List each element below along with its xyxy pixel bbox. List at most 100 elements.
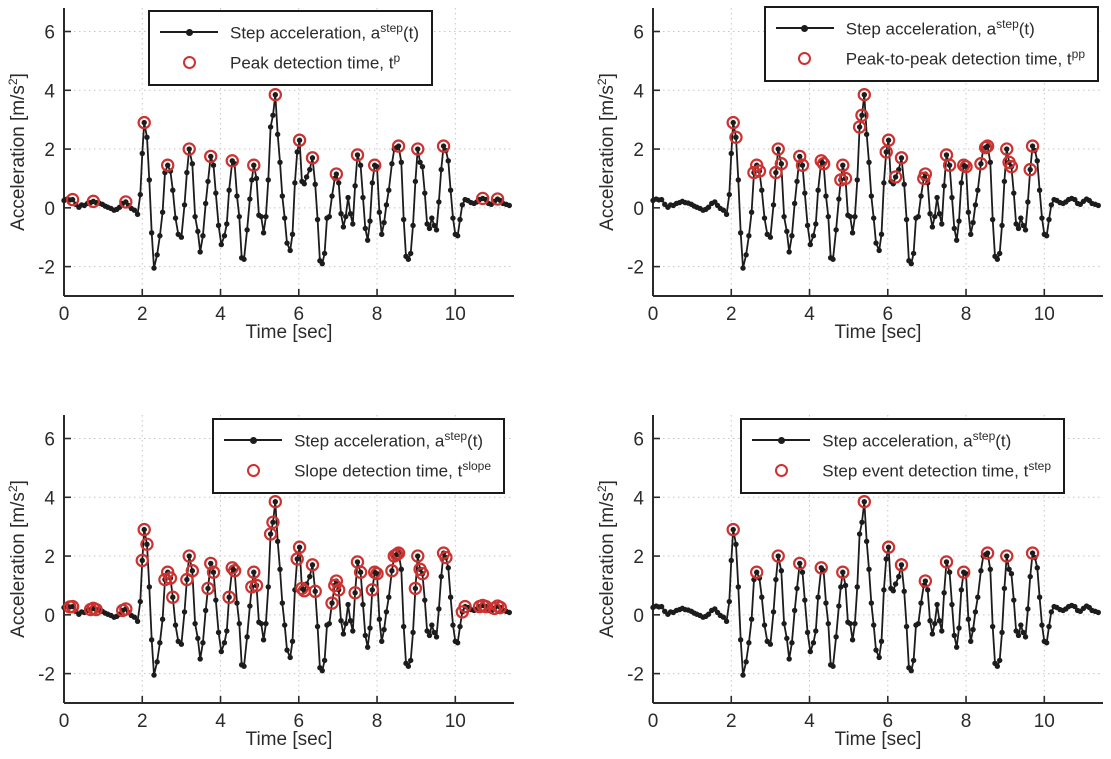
detection-circle	[163, 571, 178, 585]
x-tick-label: 6	[882, 711, 893, 732]
signal-sample-dot	[274, 538, 281, 545]
signal-sample-dot	[941, 590, 947, 596]
signal-sample-dot	[1039, 622, 1045, 628]
detection-circle	[980, 139, 995, 153]
y-tick-label: 4	[44, 488, 55, 509]
detection-circle	[204, 556, 218, 571]
signal-sample-dot	[289, 638, 296, 644]
y-tick-label: 6	[44, 23, 55, 44]
signal-sample-dot	[773, 169, 779, 176]
signal-sample-dot	[781, 620, 787, 627]
signal-sample-dot	[740, 265, 746, 271]
signal-sample-dot	[770, 202, 777, 208]
signal-sample-dot	[236, 213, 243, 220]
legend-item-signal: Step acceleration, astep(t)	[224, 425, 491, 455]
signal-sample-dot	[350, 221, 356, 227]
signal-sample-dot	[386, 187, 392, 193]
signal-sample-dot	[340, 224, 347, 230]
signal-sample-dot	[781, 213, 787, 220]
detection-circle	[726, 522, 740, 537]
detection-circle	[353, 565, 368, 579]
legend-label-detection: Peak detection time, tp	[230, 50, 401, 73]
signal-sample-dot	[357, 162, 364, 168]
detection-circle	[939, 555, 954, 569]
legend-label-signal: Step acceleration, astep(t)	[230, 20, 419, 43]
signal-sample-dot	[1095, 609, 1102, 616]
signal-sample-dot	[840, 569, 846, 575]
signal-sample-dot	[213, 190, 219, 196]
detection-circle	[305, 151, 320, 165]
signal-sample-dot	[815, 187, 821, 193]
detection-circle	[894, 151, 909, 165]
signal-sample-dot	[447, 187, 454, 193]
signal-sample-dot	[813, 628, 819, 634]
x-tick-label: 8	[372, 304, 383, 325]
signal-sample-dot	[770, 609, 777, 615]
detection-circle	[391, 546, 406, 560]
y-tick-label: 0	[44, 199, 55, 220]
signal-sample-dot	[1072, 196, 1078, 203]
signal-sample-dot	[287, 247, 293, 254]
detection-circle	[836, 158, 850, 172]
signal-sample-dot	[735, 584, 742, 590]
detection-circle	[325, 596, 339, 610]
detection-circle	[247, 565, 261, 579]
detection-circle	[838, 171, 853, 186]
detection-circle	[204, 149, 218, 164]
detection-circle	[729, 130, 743, 145]
y-tick-label: 2	[633, 140, 644, 161]
signal-sample-dot	[746, 640, 752, 646]
y-tick-label: -2	[627, 258, 644, 279]
signal-sample-dot	[870, 622, 877, 628]
signal-sample-dot	[263, 620, 269, 627]
panel-peak-to-peak-detection: 0 2 4 6 8 10 -2 0 2 4 6 Acceleration [m/s2] Time […	[555, 0, 1111, 380]
signal-sample-dot	[241, 256, 247, 262]
signal-sample-dot	[723, 211, 730, 218]
detection-circle	[814, 561, 828, 575]
signal-sample-dot	[881, 587, 887, 593]
signal-sample-dot	[389, 161, 395, 167]
signal-sample-dot	[737, 637, 744, 643]
detection-circle	[855, 108, 869, 122]
signal-sample-dot	[350, 628, 356, 634]
signal-sample-dot	[951, 225, 958, 232]
detection-circle	[249, 578, 264, 593]
detection-circle	[436, 139, 451, 153]
x-tick-label: 0	[648, 711, 659, 732]
signal-sample-dot	[426, 225, 433, 232]
detection-circle	[881, 540, 896, 554]
signal-sample-dot	[277, 159, 283, 165]
signal-sample-dot	[743, 252, 749, 258]
y-axis-label: Acceleration [m/s2]	[594, 73, 619, 231]
signal-sample-dot	[965, 616, 972, 622]
detection-circle	[268, 87, 283, 102]
signal-sample-dot	[289, 231, 296, 237]
signal-sample-dot	[407, 657, 414, 664]
x-tick-label: 0	[59, 711, 70, 732]
signal-sample-dot	[360, 601, 366, 608]
signal-sample-dot	[224, 628, 230, 634]
signal-sample-dot	[244, 634, 250, 640]
detection-circle	[182, 142, 196, 156]
signal-sample-dot	[208, 153, 214, 160]
legend-label-signal: Step acceleration, astep(t)	[294, 428, 484, 451]
signal-sample-dot	[274, 131, 281, 138]
signal-sample-dot	[953, 644, 960, 650]
detection-circle	[942, 158, 957, 172]
signal-sample-dot	[450, 215, 456, 221]
signal-sample-dot	[705, 204, 712, 210]
signal-sample-dot	[1095, 202, 1102, 209]
plot-area-step-event-detection: 0 2 4 6 8 10 -2 0 2 4 6	[627, 415, 1103, 732]
signal-sample-dot	[178, 234, 185, 240]
detection-circle	[137, 522, 151, 537]
signal-sample-dot	[791, 200, 798, 207]
signal-sample-dot	[767, 234, 774, 240]
signal-sample-dot	[989, 216, 996, 223]
signal-sample-dot	[728, 557, 734, 564]
signal-sample-dot	[417, 159, 423, 165]
signal-sample-dot	[922, 578, 929, 584]
signal-sample-dot	[1027, 166, 1033, 173]
signal-sample-dot	[345, 194, 351, 201]
signal-sample-dot	[429, 622, 435, 628]
signal-sample-dot	[218, 241, 225, 248]
